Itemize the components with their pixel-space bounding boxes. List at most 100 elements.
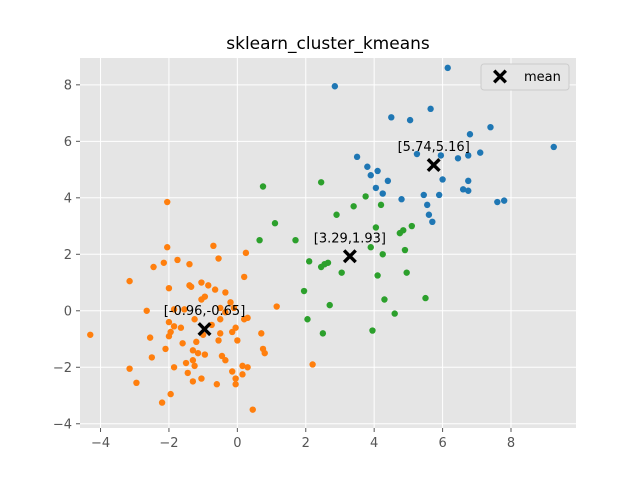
data-point-cluster-0 (465, 152, 472, 159)
data-point-cluster-1 (191, 316, 198, 323)
data-point-cluster-2 (326, 301, 333, 309)
data-point-cluster-1 (261, 349, 268, 357)
data-point-cluster-1 (210, 242, 217, 250)
data-point-cluster-1 (193, 338, 200, 346)
chart-title: sklearn_cluster_kmeans (226, 34, 430, 54)
data-point-cluster-1 (165, 333, 173, 340)
data-point-cluster-0 (477, 149, 484, 156)
data-point-cluster-0 (466, 131, 474, 138)
data-point-cluster-1 (150, 263, 157, 271)
data-point-cluster-1 (191, 362, 198, 370)
data-point-cluster-1 (232, 324, 239, 331)
data-point-cluster-1 (194, 349, 202, 357)
data-point-cluster-0 (550, 143, 557, 151)
data-point-cluster-2 (304, 316, 311, 323)
data-point-cluster-1 (240, 316, 248, 323)
data-point-cluster-0 (487, 123, 494, 131)
data-point-cluster-1 (222, 357, 229, 364)
data-point-cluster-1 (309, 361, 316, 368)
data-point-cluster-1 (217, 304, 224, 312)
data-point-cluster-2 (379, 251, 386, 258)
data-point-cluster-0 (372, 184, 380, 192)
data-point-cluster-1 (232, 381, 239, 388)
data-point-cluster-1 (213, 381, 221, 388)
legend-marker-icon (493, 69, 507, 84)
legend: mean (480, 63, 570, 91)
data-point-cluster-1 (217, 330, 224, 337)
data-point-cluster-0 (398, 196, 405, 203)
data-point-cluster-1 (189, 378, 197, 385)
data-point-cluster-1 (211, 286, 219, 293)
data-point-cluster-1 (244, 364, 251, 371)
data-point-cluster-0 (388, 114, 395, 121)
data-point-cluster-2 (271, 220, 279, 227)
data-point-cluster-1 (234, 337, 241, 344)
center-marker (197, 322, 212, 337)
data-point-cluster-2 (256, 236, 263, 244)
data-point-cluster-2 (374, 272, 381, 279)
data-point-cluster-2 (317, 179, 325, 186)
data-point-cluster-1 (182, 359, 190, 367)
data-point-cluster-1 (160, 259, 168, 266)
center-label: [3.29,1.93] (314, 231, 386, 246)
y-tick-label: 2 (64, 248, 72, 263)
data-point-cluster-1 (229, 328, 236, 336)
data-point-cluster-1 (240, 273, 248, 281)
data-point-cluster-1 (205, 282, 212, 289)
center-label: [-0.96,-0.65] (164, 304, 246, 319)
data-point-cluster-1 (167, 390, 174, 398)
data-point-cluster-2 (362, 193, 369, 200)
data-point-cluster-1 (222, 308, 229, 316)
x-axis: −4 −2 0 2 4 6 8 (91, 428, 515, 451)
center-label: [5.74,5.16] (398, 140, 470, 155)
data-point-cluster-1 (218, 352, 226, 360)
y-tick-label: 4 (64, 191, 72, 206)
data-point-cluster-1 (187, 283, 195, 290)
data-point-cluster-1 (232, 375, 239, 382)
y-tick-label: −4 (53, 417, 72, 432)
data-point-cluster-2 (305, 258, 313, 265)
y-tick-label: 6 (64, 135, 72, 150)
data-point-cluster-1 (177, 324, 185, 331)
data-point-cluster-1 (184, 369, 191, 377)
data-point-cluster-2 (422, 294, 429, 302)
x-tick-label: −4 (91, 436, 110, 451)
data-point-cluster-0 (413, 150, 421, 158)
data-point-cluster-0 (406, 116, 414, 124)
data-point-cluster-1 (215, 255, 222, 262)
data-point-cluster-0 (353, 153, 361, 161)
data-point-cluster-2 (403, 269, 410, 276)
data-point-cluster-1 (189, 357, 197, 364)
data-point-cluster-1 (174, 256, 181, 264)
center-marker (342, 249, 357, 264)
data-point-cluster-0 (384, 177, 392, 185)
data-point-cluster-1 (126, 277, 133, 285)
data-point-cluster-2 (369, 327, 376, 334)
x-tick-label: 0 (233, 436, 241, 451)
data-point-cluster-1 (258, 330, 265, 337)
data-point-cluster-0 (374, 167, 381, 175)
data-point-cluster-2 (372, 224, 380, 231)
data-point-cluster-1 (230, 304, 238, 312)
scatter-points (87, 64, 557, 413)
data-point-cluster-1 (133, 379, 140, 387)
data-point-cluster-0 (444, 64, 451, 72)
data-point-cluster-1 (198, 279, 205, 286)
data-point-cluster-1 (239, 371, 246, 378)
legend-box (480, 63, 570, 91)
data-point-cluster-1 (249, 406, 256, 413)
data-point-cluster-1 (148, 354, 156, 361)
x-tick-label: 6 (438, 436, 446, 451)
data-point-cluster-2 (319, 330, 327, 337)
data-point-cluster-1 (158, 399, 166, 406)
legend-label: mean (524, 70, 561, 85)
x-tick-label: 2 (302, 436, 310, 451)
data-point-cluster-2 (377, 201, 385, 209)
data-point-cluster-1 (222, 289, 229, 296)
data-point-cluster-1 (217, 316, 224, 323)
data-point-cluster-0 (500, 197, 508, 204)
data-point-cluster-1 (164, 198, 171, 206)
data-point-cluster-1 (227, 299, 234, 306)
data-point-cluster-1 (87, 331, 94, 338)
